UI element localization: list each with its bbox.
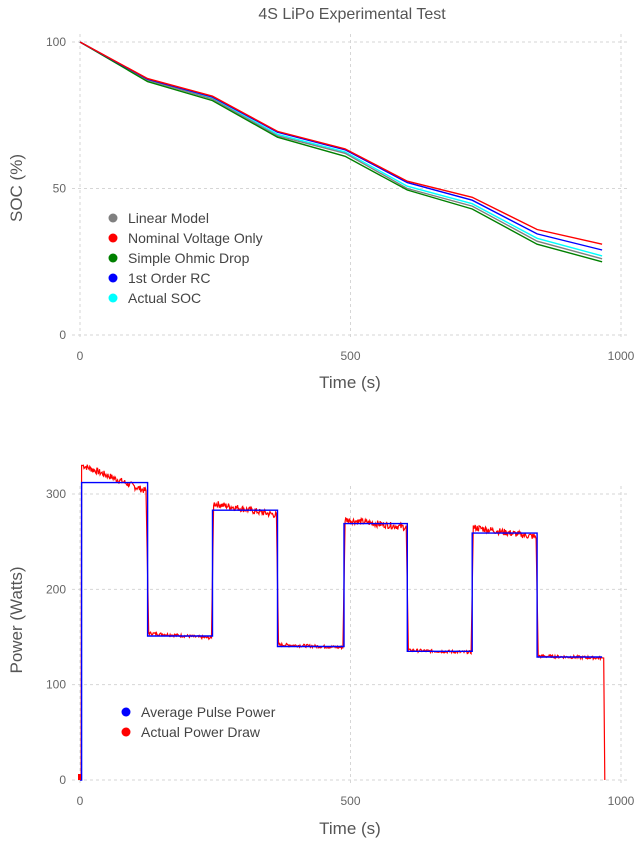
soc-series-lines (79, 41, 603, 263)
soc-grid (72, 34, 627, 340)
origin-marker (78, 774, 81, 780)
chart-title: 4S LiPo Experimental Test (258, 6, 446, 23)
series-line-simple-ohmic-drop (79, 41, 603, 263)
power-grid (72, 486, 627, 785)
legend-marker-average-pulse-power (121, 707, 131, 717)
legend-label-1st-order-rc: 1st Order RC (128, 270, 210, 286)
x-tick-label: 1000 (608, 794, 634, 808)
legend-marker-actual-power-draw (121, 727, 131, 737)
y-tick-label: 0 (59, 773, 66, 787)
series-line-average-pulse-power (80, 481, 603, 781)
legend-label-actual-power-draw: Actual Power Draw (141, 724, 261, 740)
legend-label-simple-ohmic-drop: Simple Ohmic Drop (128, 250, 250, 266)
y-tick-label: 100 (46, 35, 66, 49)
y-axis-label: SOC (%) (7, 154, 26, 222)
legend-label-average-pulse-power: Average Pulse Power (141, 704, 276, 720)
legend-marker-actual-soc (108, 293, 118, 303)
power-ticks: 0 500 1000 0 100 200 300 (46, 487, 634, 808)
power-series-lines (78, 464, 606, 781)
y-tick-label: 300 (46, 487, 66, 501)
x-axis-label: Time (s) (319, 373, 381, 392)
x-tick-label: 1000 (608, 349, 634, 363)
legend-label-actual-soc: Actual SOC (128, 290, 201, 306)
soc-legend: Linear Model Nominal Voltage Only Simple O… (108, 210, 263, 306)
legend-label-nominal-voltage-only: Nominal Voltage Only (128, 230, 263, 246)
x-tick-label: 0 (77, 794, 84, 808)
legend-marker-simple-ohmic-drop (108, 253, 118, 263)
legend-label-linear-model: Linear Model (128, 210, 209, 226)
x-tick-label: 500 (340, 349, 360, 363)
x-axis-label: Time (s) (319, 819, 381, 838)
y-tick-label: 100 (46, 678, 66, 692)
series-line-nominal-voltage-only (79, 41, 603, 245)
y-tick-label: 0 (59, 328, 66, 342)
x-tick-label: 0 (77, 349, 84, 363)
power-legend: Average Pulse Power Actual Power Draw (121, 704, 276, 740)
y-tick-label: 200 (46, 582, 66, 596)
series-line-linear-model (79, 41, 603, 260)
legend-marker-linear-model (108, 213, 118, 223)
y-axis-label: Power (Watts) (7, 566, 26, 673)
soc-ticks: 0 500 1000 0 50 100 (46, 35, 634, 363)
y-tick-label: 50 (53, 182, 67, 196)
soc-chart: 4S LiPo Experimental Test 0 500 1000 0 50 100… (7, 6, 634, 392)
legend-marker-1st-order-rc (108, 273, 118, 283)
legend-marker-nominal-voltage-only (108, 233, 118, 243)
x-tick-label: 500 (340, 794, 360, 808)
power-chart: 0 500 1000 0 100 200 300 Time (s) Power (Watts… (7, 464, 634, 838)
